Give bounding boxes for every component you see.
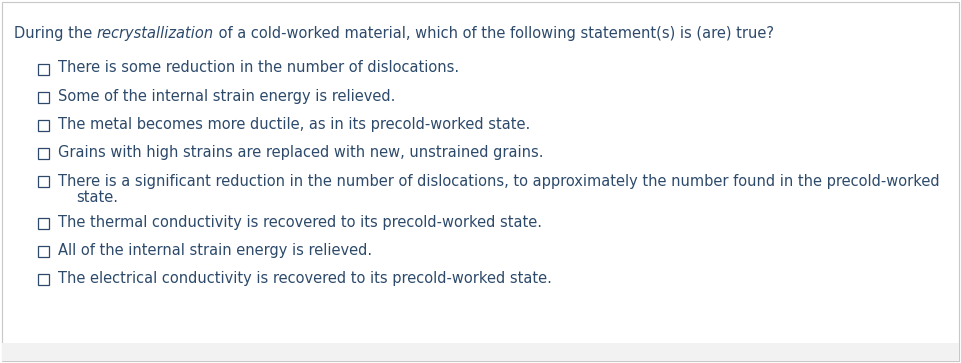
Bar xyxy=(38,175,49,187)
Text: There is some reduction in the number of dislocations.: There is some reduction in the number of… xyxy=(58,61,459,76)
Bar xyxy=(38,91,49,102)
Bar xyxy=(38,273,49,285)
Text: There is a significant reduction in the number of dislocations, to approximately: There is a significant reduction in the … xyxy=(58,174,940,189)
Text: The metal becomes more ductile, as in its precold-worked state.: The metal becomes more ductile, as in it… xyxy=(58,117,530,131)
Text: of a cold-worked material, which of the following statement(s) is (are) true?: of a cold-worked material, which of the … xyxy=(214,26,774,41)
Bar xyxy=(38,119,49,131)
Text: Some of the internal strain energy is relieved.: Some of the internal strain energy is re… xyxy=(58,89,395,103)
Text: The electrical conductivity is recovered to its precold-worked state.: The electrical conductivity is recovered… xyxy=(58,270,552,286)
Text: recrystallization: recrystallization xyxy=(97,26,214,41)
Bar xyxy=(38,64,49,74)
Text: The thermal conductivity is recovered to its precold-worked state.: The thermal conductivity is recovered to… xyxy=(58,215,542,229)
Bar xyxy=(38,147,49,159)
Text: All of the internal strain energy is relieved.: All of the internal strain energy is rel… xyxy=(58,242,372,257)
Bar xyxy=(38,217,49,228)
Text: state.: state. xyxy=(76,190,118,205)
Text: Grains with high strains are replaced with new, unstrained grains.: Grains with high strains are replaced wi… xyxy=(58,144,544,159)
Bar xyxy=(2,343,959,361)
Text: During the: During the xyxy=(14,26,97,41)
Bar xyxy=(38,245,49,257)
